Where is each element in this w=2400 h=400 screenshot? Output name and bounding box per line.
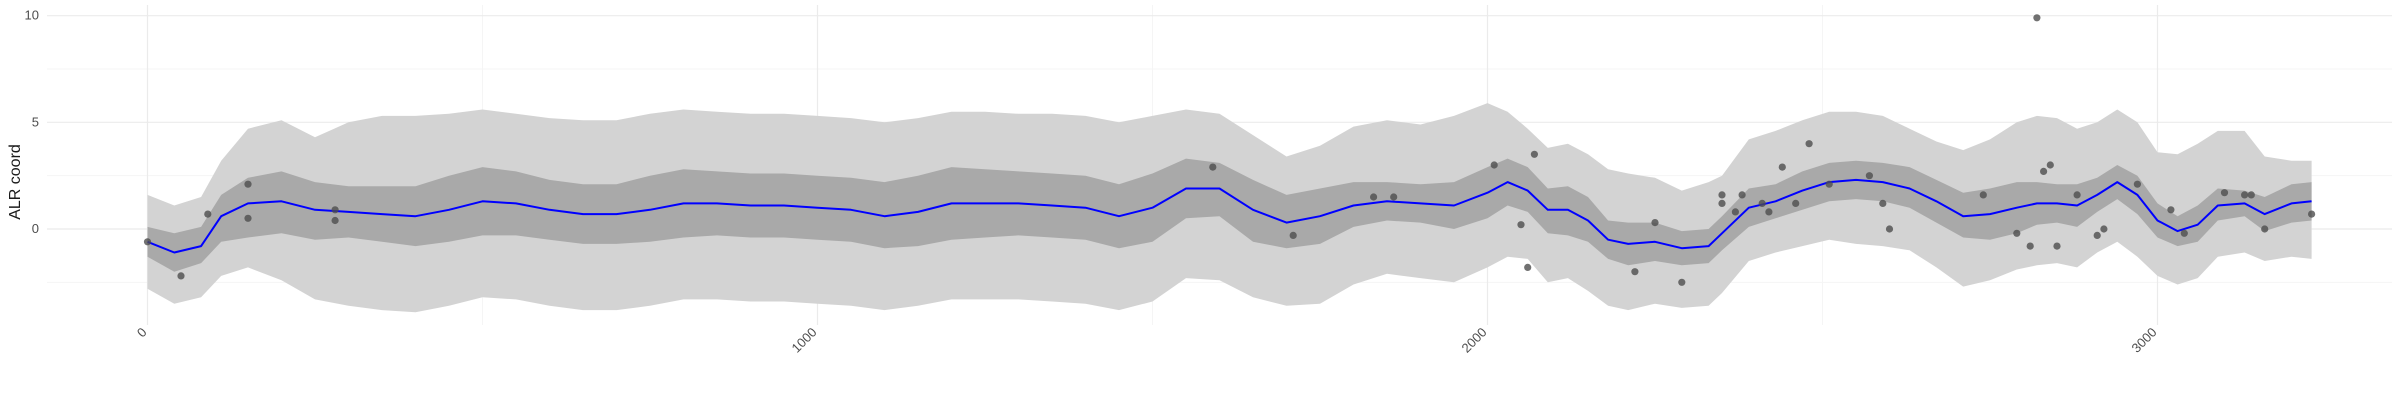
y-tick-label: 0: [32, 221, 39, 236]
mean-curve-line: [147, 178, 2312, 254]
y-tick-label: 5: [32, 114, 39, 129]
data-point: [1718, 191, 1726, 199]
data-point: [1979, 191, 1987, 199]
data-point: [1879, 199, 1887, 207]
data-point: [1631, 268, 1639, 276]
data-point: [244, 214, 252, 222]
data-point: [1370, 193, 1378, 201]
data-point: [331, 206, 339, 214]
data-point: [2013, 229, 2021, 237]
data-point: [204, 210, 212, 218]
data-point: [2073, 191, 2081, 199]
data-point: [244, 180, 252, 188]
data-point: [1289, 231, 1297, 239]
data-point: [1517, 221, 1525, 229]
data-point: [1758, 199, 1766, 207]
data-point: [1718, 199, 1726, 207]
data-point: [177, 272, 185, 280]
data-point: [331, 216, 339, 225]
data-point: [2220, 189, 2229, 197]
data-point: [1678, 278, 1686, 286]
y-axis-title: ALR coord: [7, 144, 24, 220]
data-point: [2053, 242, 2061, 250]
data-point: [2241, 191, 2249, 199]
data-point: [1490, 161, 1498, 169]
inner-interval-band: [147, 158, 2312, 272]
data-point: [2308, 210, 2316, 218]
data-point: [2046, 161, 2054, 169]
data-point: [1530, 150, 1538, 158]
data-point: [2033, 14, 2041, 22]
data-point: [1825, 180, 1833, 188]
data-point: [1390, 193, 1398, 201]
data-point: [143, 238, 152, 246]
data-point: [1792, 199, 1800, 207]
data-point: [1765, 208, 1773, 216]
data-point: [2180, 229, 2188, 237]
data-point: [2167, 206, 2175, 214]
observed-points: [143, 14, 2316, 286]
data-point: [1805, 140, 1813, 148]
data-point: [1778, 163, 1786, 171]
data-point: [1738, 191, 1746, 199]
y-axis-tick-labels: 0 5 10: [25, 8, 39, 236]
data-point: [1865, 172, 1873, 180]
data-point: [1651, 219, 1659, 227]
data-point: [1731, 208, 1739, 216]
data-point: [2100, 225, 2108, 233]
data-point: [1524, 263, 1532, 271]
data-point: [2133, 180, 2141, 188]
data-point: [2093, 231, 2101, 239]
y-tick-label: 10: [25, 8, 39, 23]
data-point: [2026, 242, 2034, 250]
data-point: [1209, 163, 1217, 171]
data-point: [2261, 225, 2269, 233]
data-point: [2247, 191, 2255, 199]
data-point: [2040, 167, 2048, 175]
data-point: [1885, 225, 1894, 233]
